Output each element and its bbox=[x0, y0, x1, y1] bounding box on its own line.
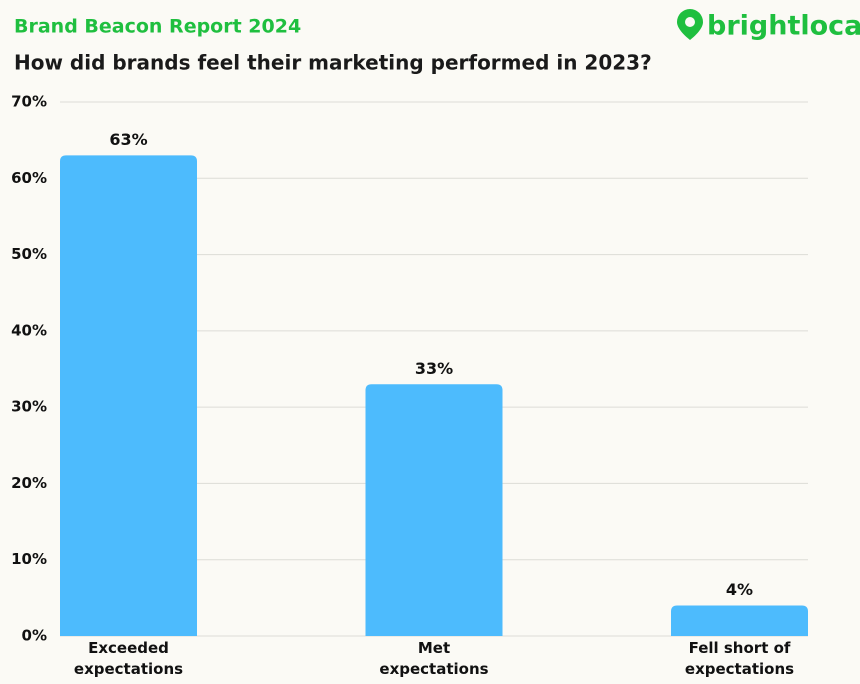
y-tick-label: 60% bbox=[11, 169, 47, 187]
x-tick-label: Exceeded expectations bbox=[73, 639, 184, 678]
x-tick-label: Fell short of expectations bbox=[684, 639, 795, 678]
chart-title: How did brands feel their marketing perf… bbox=[14, 51, 652, 75]
logo: brightlocal bbox=[707, 11, 860, 42]
y-tick-label: 70% bbox=[11, 93, 47, 111]
chart-subtitle: Brand Beacon Report 2024 bbox=[14, 16, 301, 38]
y-tick-label: 10% bbox=[11, 550, 47, 568]
y-tick-label: 30% bbox=[11, 398, 47, 416]
data-label: 63% bbox=[109, 130, 147, 149]
x-tick-label: Met expectations bbox=[379, 639, 489, 678]
y-tick-label: 20% bbox=[11, 474, 47, 492]
y-tick-label: 40% bbox=[11, 321, 47, 339]
bar bbox=[671, 605, 808, 636]
logo-icon bbox=[677, 9, 703, 40]
y-tick-label: 0% bbox=[22, 627, 47, 645]
bar bbox=[60, 155, 197, 636]
data-label: 33% bbox=[415, 359, 453, 378]
y-tick-label: 50% bbox=[11, 245, 47, 263]
bar bbox=[365, 384, 503, 636]
data-label: 4% bbox=[726, 580, 753, 599]
